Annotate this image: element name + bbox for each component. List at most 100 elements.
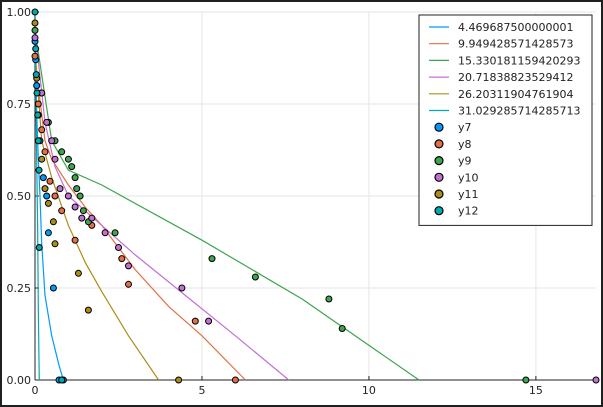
x-tick-label: 0 (32, 384, 39, 397)
point-y9 (68, 163, 76, 171)
point-y8 (71, 236, 79, 244)
point-y11 (44, 199, 52, 207)
legend-label: y7 (458, 121, 472, 134)
point-y10 (51, 155, 59, 163)
point-y10 (64, 192, 72, 200)
point-y9 (325, 295, 333, 303)
point-y12 (35, 166, 43, 174)
legend-label: 26.20311904761904 (458, 88, 573, 101)
point-y9 (73, 185, 81, 193)
legend-label: y12 (458, 205, 479, 218)
point-y9 (64, 155, 72, 163)
point-y8 (125, 280, 132, 288)
point-y10 (43, 118, 51, 126)
series-points (31, 8, 600, 384)
point-y10 (78, 214, 86, 222)
point-y10 (56, 185, 64, 193)
legend-label: 15.330181159420293 (458, 54, 580, 67)
legend-marker-swatch (434, 189, 444, 199)
point-y10 (48, 137, 56, 145)
y-tick-label: 0.25 (7, 282, 32, 295)
point-y10 (178, 284, 186, 292)
legend-marker-swatch (434, 122, 444, 132)
point-y12 (32, 71, 40, 79)
point-y11 (84, 306, 92, 314)
point-y12 (34, 137, 42, 145)
point-y10 (125, 262, 132, 270)
point-y10 (71, 203, 79, 211)
point-y10 (205, 317, 213, 325)
point-y7 (33, 82, 41, 90)
legend-marker-swatch (434, 172, 444, 182)
legend-marker-swatch (434, 206, 444, 216)
legend-label: 4.469687500000001 (458, 21, 573, 34)
y-tick-label: 1.00 (7, 6, 32, 19)
point-y9 (338, 325, 346, 332)
point-y12 (58, 376, 66, 384)
point-y11 (31, 19, 39, 27)
point-y9 (79, 207, 87, 215)
point-y8 (51, 192, 59, 200)
point-y7 (44, 229, 52, 237)
y-tick-label: 0.50 (7, 190, 32, 203)
point-y11 (49, 218, 57, 226)
point-y10 (592, 376, 600, 384)
point-y8 (118, 255, 126, 263)
point-y9 (31, 26, 39, 34)
point-y11 (74, 269, 82, 277)
point-y12 (32, 45, 40, 53)
point-y8 (191, 317, 199, 325)
point-y10 (88, 214, 96, 222)
legend-marker-swatch (434, 139, 444, 149)
tick-labels: 0 5 10 15 0.00 0.25 0.50 0.75 1.00 (7, 6, 543, 397)
point-y12 (33, 89, 41, 97)
point-y10 (115, 244, 122, 251)
series-line-4 (35, 30, 290, 381)
point-y11 (41, 185, 49, 193)
y-tick-label: 0.00 (7, 374, 32, 387)
legend-label: 31.029285714285713 (458, 105, 580, 118)
legend-label: 20.71838823529412 (458, 71, 573, 84)
x-tick-label: 5 (198, 384, 205, 397)
point-y12 (31, 8, 39, 16)
point-y7 (43, 192, 51, 200)
point-y8 (38, 126, 46, 134)
point-y10 (101, 229, 109, 237)
point-y8 (31, 52, 39, 60)
point-y8 (46, 177, 54, 185)
legend-label: 9.949428571428573 (458, 38, 573, 51)
point-y7 (49, 284, 57, 292)
x-tick-label: 15 (529, 384, 543, 397)
point-y9 (522, 376, 530, 384)
point-y8 (231, 376, 239, 384)
x-tick-label: 10 (362, 384, 376, 397)
point-y12 (35, 244, 43, 251)
point-y11 (175, 376, 183, 384)
point-y9 (251, 273, 259, 281)
legend-label: y8 (458, 138, 472, 151)
series-line-5 (35, 48, 160, 381)
point-y9 (71, 174, 79, 182)
point-y8 (58, 207, 66, 215)
legend-label: y9 (458, 155, 472, 168)
point-y7 (39, 174, 47, 182)
point-y8 (34, 100, 42, 108)
y-tick-label: 0.75 (7, 98, 32, 111)
point-y8 (41, 148, 49, 156)
point-y9 (76, 192, 84, 200)
legend: 4.469687500000001 9.949428571428573 15.330… (418, 14, 593, 226)
legend-label: y10 (458, 171, 479, 184)
point-y9 (111, 229, 119, 237)
point-y9 (58, 148, 66, 156)
series-line-3 (35, 30, 420, 381)
point-y9 (208, 255, 216, 263)
point-y11 (51, 240, 59, 248)
point-y10 (31, 34, 39, 42)
legend-marker-swatch (434, 156, 444, 166)
legend-label: y11 (458, 188, 479, 201)
point-y12 (34, 111, 42, 119)
point-y11 (38, 155, 46, 163)
legend-box (418, 14, 593, 226)
